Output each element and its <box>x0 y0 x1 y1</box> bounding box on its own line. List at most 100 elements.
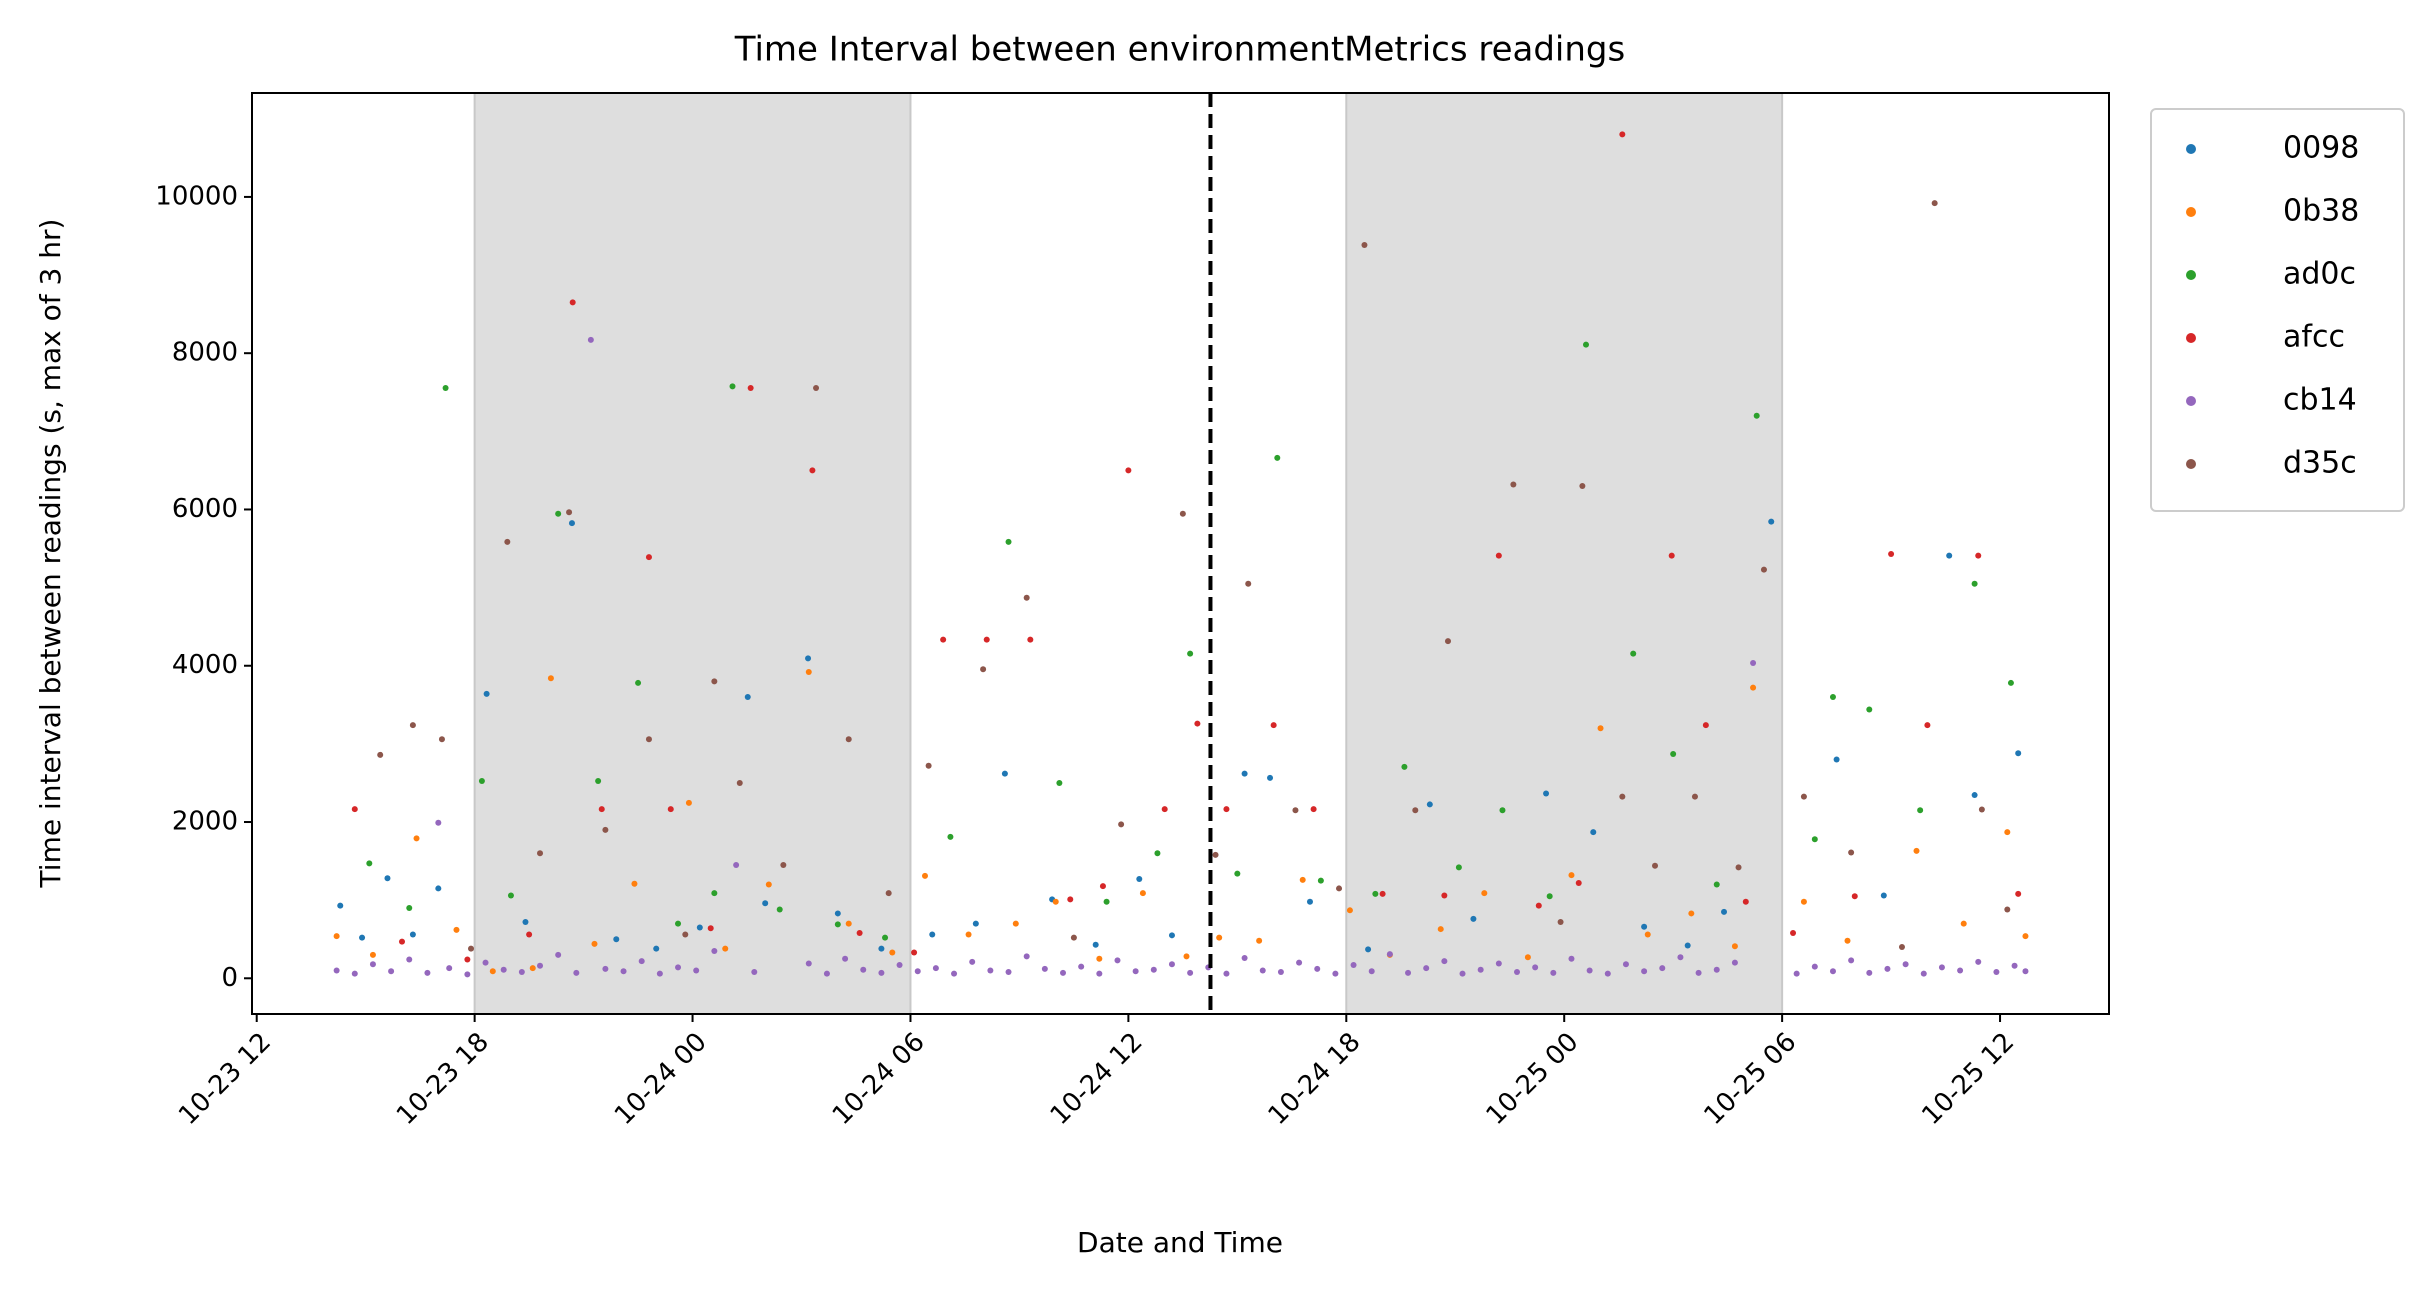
point <box>889 949 896 956</box>
point <box>566 509 573 516</box>
point <box>1386 951 1393 958</box>
point <box>1118 821 1125 828</box>
point <box>1412 807 1419 814</box>
legend-marker <box>2186 459 2196 469</box>
point <box>1713 966 1720 973</box>
point <box>1604 970 1611 977</box>
point <box>366 860 373 867</box>
point <box>1590 829 1597 836</box>
legend-label: 0b38 <box>2283 194 2359 229</box>
point <box>1630 650 1637 657</box>
point <box>1067 896 1074 903</box>
point <box>1212 851 1219 858</box>
point <box>631 880 638 887</box>
point <box>489 968 496 975</box>
point <box>1267 774 1274 781</box>
point <box>1742 898 1749 905</box>
point <box>1216 934 1223 941</box>
point <box>1299 876 1306 883</box>
point <box>1314 965 1321 972</box>
y-axis-label: Time interval between readings (s, max o… <box>34 219 67 889</box>
point <box>1644 931 1651 938</box>
point <box>409 931 416 938</box>
point <box>1902 961 1909 968</box>
point <box>1179 510 1186 517</box>
point <box>1971 792 1978 799</box>
point <box>555 510 562 517</box>
point <box>1619 131 1626 138</box>
point <box>464 956 471 963</box>
point <box>1437 926 1444 933</box>
y-tick-label: 6000 <box>172 494 238 524</box>
point <box>1568 872 1575 879</box>
point <box>667 806 674 813</box>
point <box>965 931 972 938</box>
point <box>1659 965 1666 972</box>
point <box>1023 953 1030 960</box>
point <box>711 947 718 954</box>
point <box>1161 806 1168 813</box>
point <box>1405 969 1412 976</box>
point <box>1721 908 1728 915</box>
point <box>568 520 575 527</box>
point <box>1052 898 1059 905</box>
point <box>1931 200 1938 207</box>
point <box>885 890 892 897</box>
point <box>1684 942 1691 949</box>
point <box>1622 961 1629 968</box>
point <box>656 970 663 977</box>
point <box>1256 937 1263 944</box>
point <box>1332 970 1339 977</box>
point <box>635 679 642 686</box>
point <box>1652 862 1659 869</box>
point <box>1056 779 1063 786</box>
point <box>1270 722 1277 729</box>
point <box>845 736 852 743</box>
point <box>1187 650 1194 657</box>
point <box>359 934 366 941</box>
point <box>1695 969 1702 976</box>
point <box>711 890 718 897</box>
point <box>413 835 420 842</box>
point <box>1641 968 1648 975</box>
point <box>1691 793 1698 800</box>
point <box>972 920 979 927</box>
point <box>602 826 609 833</box>
point <box>1317 877 1324 884</box>
point <box>1668 552 1675 559</box>
point <box>1920 970 1927 977</box>
point <box>1938 964 1945 971</box>
point <box>2011 962 2018 969</box>
point <box>780 861 787 868</box>
point <box>1245 580 1252 587</box>
point <box>645 554 652 561</box>
point <box>1150 966 1157 973</box>
point <box>1524 954 1531 961</box>
point <box>1495 552 1502 559</box>
point <box>337 902 344 909</box>
point <box>442 384 449 391</box>
point <box>602 965 609 972</box>
point <box>1368 968 1375 975</box>
point <box>529 965 536 972</box>
point <box>765 881 772 888</box>
point <box>1833 756 1840 763</box>
point <box>398 938 405 945</box>
point <box>2022 968 2029 975</box>
point <box>1241 770 1248 777</box>
shaded-layer <box>473 92 1784 1015</box>
point <box>980 666 987 673</box>
point <box>1579 483 1586 490</box>
point <box>573 969 580 976</box>
point <box>468 945 475 952</box>
point <box>1234 870 1241 877</box>
point <box>598 806 605 813</box>
point <box>504 538 511 545</box>
point <box>882 934 889 941</box>
point <box>813 384 820 391</box>
point <box>1543 790 1550 797</box>
point <box>453 926 460 933</box>
legend-label: afcc <box>2283 320 2345 355</box>
